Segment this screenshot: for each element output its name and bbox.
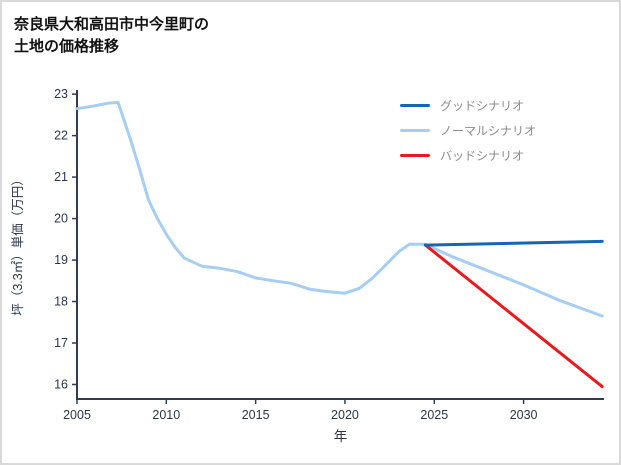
- series-グッドシナリオ: [423, 239, 604, 247]
- chart-title-line2: 土地の価格推移: [14, 37, 120, 55]
- y-tick-label: 20: [54, 212, 68, 226]
- x-tick-label: 2020: [331, 408, 359, 422]
- y-tick-label: 17: [54, 336, 68, 350]
- legend-item-good: グッドシナリオ: [400, 98, 536, 113]
- y-tick-label: 22: [54, 129, 68, 143]
- legend-item-bad: バッドシナリオ: [400, 148, 536, 163]
- legend-label-normal: ノーマルシナリオ: [440, 123, 537, 138]
- legend-label-good: グッドシナリオ: [440, 98, 525, 113]
- y-tick-label: 18: [54, 295, 68, 309]
- chart-legend: グッドシナリオ ノーマルシナリオ バッドシナリオ: [400, 98, 537, 163]
- y-tick-label: 16: [54, 377, 68, 391]
- chart-title-line1: 奈良県大和高田市中今里町の: [14, 16, 210, 33]
- x-axis-label: 年: [334, 429, 348, 444]
- good-scenario-line-swatch: [400, 103, 430, 107]
- y-tick-label: 23: [54, 87, 68, 101]
- legend-label-bad: バッドシナリオ: [440, 148, 525, 163]
- y-tick-label: 21: [54, 170, 68, 184]
- normal-scenario-line-swatch: [400, 128, 430, 132]
- chart-title: 奈良県大和高田市中今里町の 土地の価格推移: [14, 14, 209, 58]
- x-tick-label: 2030: [510, 408, 538, 422]
- legend-item-normal: ノーマルシナリオ: [400, 123, 537, 138]
- y-axis-label: 坪（3.3㎡）単価（万円）: [11, 173, 25, 315]
- x-tick-label: 2015: [242, 408, 270, 422]
- x-tick-label: 2025: [420, 408, 448, 422]
- bad-scenario-line-swatch: [400, 153, 430, 157]
- series-バッドシナリオ: [423, 243, 604, 389]
- y-tick-label: 19: [54, 253, 68, 267]
- x-tick-label: 2010: [152, 408, 180, 422]
- x-tick-label: 2005: [63, 408, 91, 422]
